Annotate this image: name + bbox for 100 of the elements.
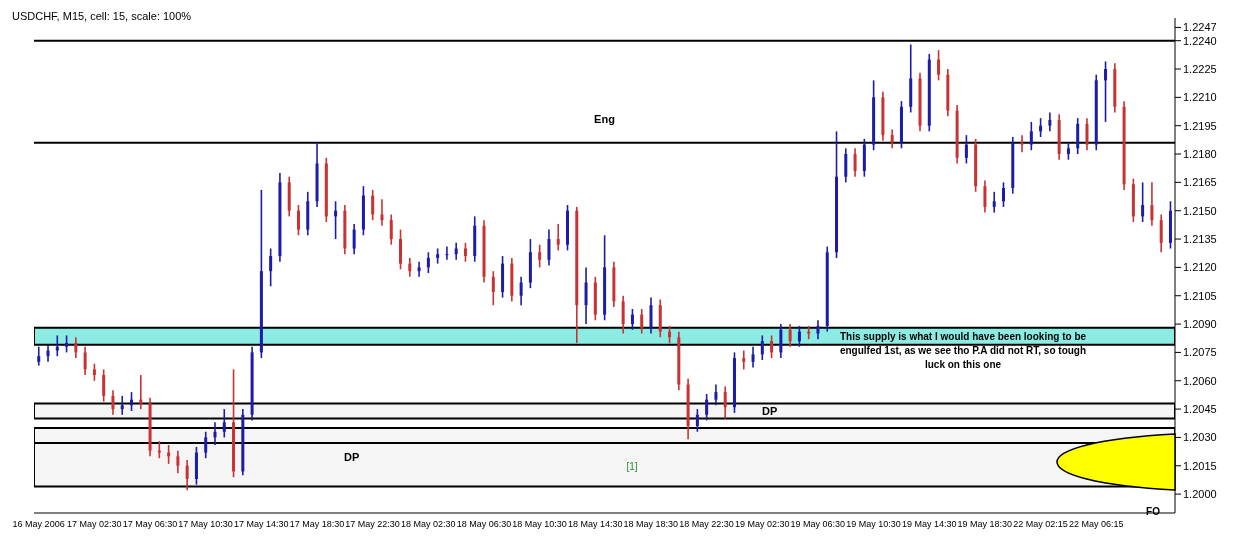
y-tick-label: 1.2135 bbox=[1183, 232, 1217, 245]
candlestick bbox=[1141, 181, 1145, 223]
x-tick-label: 19 May 18:30 bbox=[957, 519, 1013, 530]
x-tick-label: 19 May 10:30 bbox=[846, 519, 901, 530]
y-tick-label: 1.2090 bbox=[1183, 317, 1217, 330]
x-tick-label: 19 May 02:30 bbox=[734, 519, 790, 530]
candlestick bbox=[797, 325, 801, 348]
candlestick bbox=[83, 345, 87, 376]
x-tick-label: 18 May 22:30 bbox=[679, 519, 734, 530]
candlestick bbox=[779, 323, 783, 359]
candlestick bbox=[426, 251, 430, 274]
y-tick-label: 1.2015 bbox=[1183, 459, 1217, 472]
candlestick bbox=[751, 345, 755, 369]
candlestick bbox=[519, 276, 523, 306]
candlestick bbox=[1085, 117, 1089, 152]
y-tick-label: 1.2247 bbox=[1183, 21, 1217, 34]
band-label: DP bbox=[762, 404, 778, 417]
candlestick bbox=[269, 247, 273, 288]
candlestick bbox=[176, 449, 180, 475]
candlestick bbox=[853, 147, 857, 178]
candlestick bbox=[695, 408, 699, 433]
y-tick-label: 1.2150 bbox=[1183, 204, 1217, 217]
annotation: FO bbox=[1145, 505, 1161, 519]
candlestick bbox=[1104, 60, 1108, 123]
candlestick bbox=[742, 349, 746, 371]
candlestick bbox=[649, 296, 653, 335]
candlestick bbox=[835, 130, 839, 259]
candlestick bbox=[890, 128, 894, 150]
candlestick bbox=[992, 191, 996, 214]
x-tick-label: 18 May 18:30 bbox=[623, 519, 679, 530]
candlestick bbox=[417, 260, 421, 278]
annotation: This supply is what I would have been looking to be engulfed 1st, as we see tho P.A did not RT, so tough luck on this one bbox=[838, 330, 1088, 372]
y-tick-label: 1.2210 bbox=[1183, 91, 1217, 104]
candlestick bbox=[120, 395, 124, 416]
candlestick bbox=[556, 223, 560, 252]
candlestick bbox=[1159, 213, 1163, 254]
candlestick bbox=[204, 430, 208, 460]
y-tick-label: 1.2165 bbox=[1183, 176, 1217, 189]
candlestick bbox=[937, 49, 941, 82]
y-tick-label: 1.2060 bbox=[1183, 374, 1217, 387]
candlestick bbox=[380, 198, 384, 227]
candlestick bbox=[983, 179, 987, 214]
y-tick-label: 1.2030 bbox=[1183, 431, 1217, 444]
y-tick-label: 1.2195 bbox=[1183, 119, 1217, 132]
candlestick bbox=[816, 319, 820, 340]
candlestick bbox=[705, 393, 709, 422]
candlestick bbox=[463, 242, 467, 263]
x-tick-label: 17 May 18:30 bbox=[289, 519, 345, 530]
candlestick bbox=[844, 147, 848, 184]
annotation: [1] bbox=[625, 460, 639, 474]
candlestick bbox=[630, 308, 634, 331]
candlestick bbox=[111, 389, 115, 416]
x-tick-label: 17 May 06:30 bbox=[122, 519, 178, 530]
candlestick bbox=[222, 408, 226, 439]
candlestick bbox=[1020, 134, 1024, 153]
x-tick-label: 17 May 10:30 bbox=[178, 519, 233, 530]
candlestick bbox=[296, 204, 300, 237]
candlestick bbox=[770, 334, 774, 359]
x-tick-label: 17 May 22:30 bbox=[345, 519, 400, 530]
candlestick bbox=[547, 228, 551, 267]
candlestick bbox=[74, 336, 78, 359]
candlestick bbox=[185, 459, 189, 492]
candlestick bbox=[723, 385, 727, 420]
y-tick-label: 1.2225 bbox=[1183, 62, 1217, 75]
x-tick-label: 17 May 14:30 bbox=[234, 519, 289, 530]
x-tick-label: 19 May 06:30 bbox=[790, 519, 846, 530]
x-tick-label: 18 May 10:30 bbox=[512, 519, 567, 530]
x-tick-label: 18 May 14:30 bbox=[567, 519, 623, 530]
candlestick bbox=[491, 270, 495, 306]
candlestick bbox=[640, 308, 644, 335]
candlestick bbox=[964, 134, 968, 165]
x-tick-label: 22 May 06:15 bbox=[1068, 519, 1124, 530]
candlestick bbox=[1029, 121, 1033, 152]
candlestick bbox=[538, 243, 542, 269]
y-tick-label: 1.2105 bbox=[1183, 289, 1217, 302]
candlestick bbox=[37, 345, 41, 367]
band-label: DP bbox=[344, 451, 360, 464]
candlestick bbox=[732, 351, 736, 414]
x-tick-label: 18 May 02:30 bbox=[400, 519, 456, 530]
ref-line-label: Eng bbox=[594, 112, 615, 125]
candlestick bbox=[1048, 111, 1052, 133]
candlestick bbox=[566, 204, 569, 252]
x-tick-label: 18 May 06:30 bbox=[456, 519, 512, 530]
candlestick bbox=[55, 334, 59, 357]
candlestick bbox=[371, 189, 375, 221]
candlestick bbox=[1150, 181, 1154, 227]
candlestick bbox=[621, 294, 625, 335]
candlestick bbox=[788, 323, 792, 348]
candlestick bbox=[352, 223, 356, 255]
y-tick-label: 1.2120 bbox=[1183, 261, 1217, 274]
x-tick-label: 17 May 02:30 bbox=[67, 519, 122, 530]
chart-title: USDCHF, M15, cell: 15, scale: 100% bbox=[12, 10, 192, 22]
candlestick bbox=[760, 334, 764, 361]
candlestick bbox=[714, 383, 718, 407]
x-tick-label: 19 May 14:30 bbox=[901, 519, 957, 530]
y-tick-label: 1.2075 bbox=[1183, 346, 1217, 359]
candlestick bbox=[102, 368, 106, 403]
y-tick-label: 1.2240 bbox=[1183, 34, 1217, 47]
y-tick-label: 1.2045 bbox=[1183, 402, 1217, 415]
candlestick bbox=[1002, 181, 1005, 208]
